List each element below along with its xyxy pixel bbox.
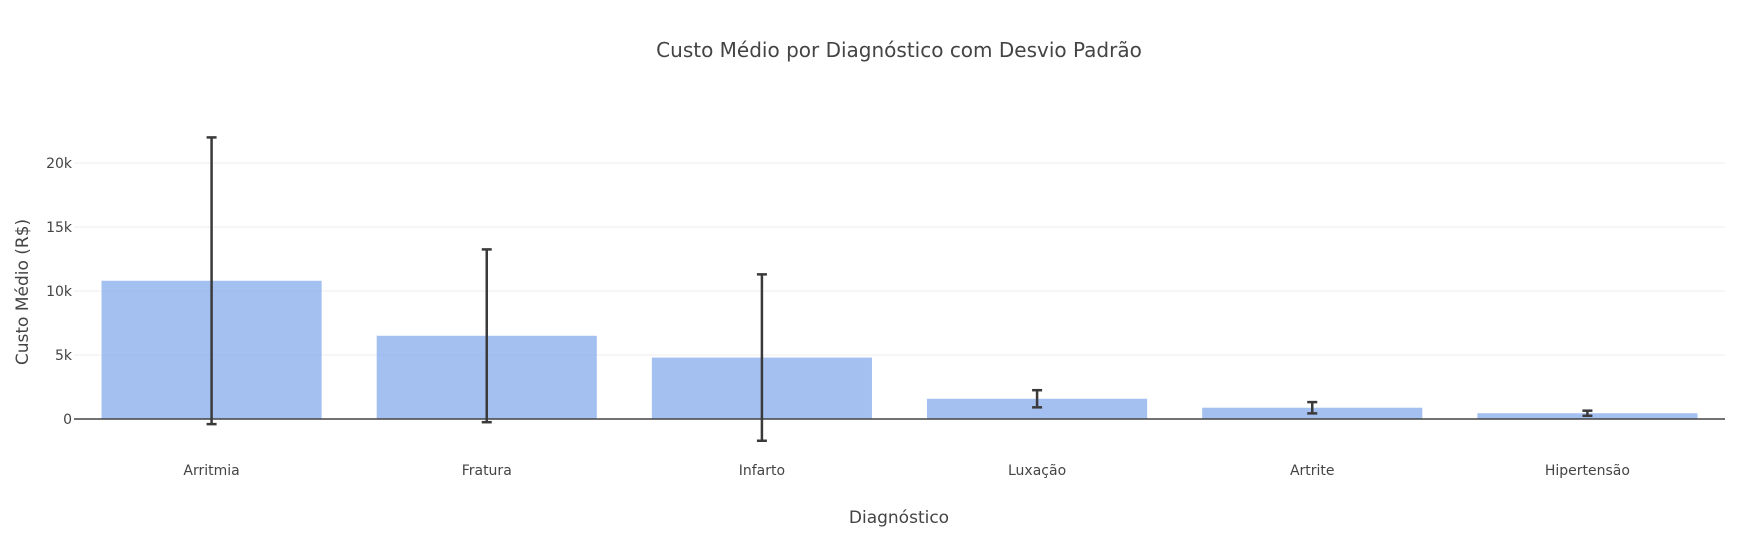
bars bbox=[101, 280, 1698, 419]
y-tick-label: 15k bbox=[46, 220, 73, 236]
x-tick-label: Artrite bbox=[1290, 463, 1335, 479]
gridlines bbox=[74, 162, 1725, 356]
x-tick-label: Luxação bbox=[1008, 463, 1066, 479]
x-tick-label: Infarto bbox=[739, 463, 785, 479]
x-axis-title: Diagnóstico bbox=[849, 508, 949, 528]
x-axis-ticks: Arritmia Fratura Infarto Luxação Artrite Hipe… bbox=[183, 463, 1630, 479]
y-tick-label: 0 bbox=[63, 412, 72, 428]
y-tick-label: 20k bbox=[46, 156, 73, 172]
error-bar-luxação bbox=[1032, 388, 1043, 409]
y-axis-title: Custo Médio (R$) bbox=[13, 219, 33, 365]
bar-luxação bbox=[927, 398, 1148, 419]
error-bar-artrite bbox=[1307, 400, 1318, 415]
chart-title: Custo Médio por Diagnóstico com Desvio P… bbox=[656, 38, 1142, 62]
y-axis-ticks: 0 5k 10k 15k 20k bbox=[46, 156, 73, 428]
x-tick-label: Fratura bbox=[462, 463, 512, 479]
error-bar-infarto bbox=[756, 273, 767, 443]
y-tick-label: 10k bbox=[46, 284, 73, 300]
error-bar-arritmia bbox=[206, 136, 217, 426]
error-bar-hipertensão bbox=[1582, 409, 1593, 418]
error-bars bbox=[206, 136, 1593, 443]
x-tick-label: Arritmia bbox=[183, 463, 239, 479]
error-bar-fratura bbox=[481, 248, 492, 424]
x-tick-label: Hipertensão bbox=[1545, 463, 1630, 479]
y-tick-label: 5k bbox=[55, 348, 73, 364]
